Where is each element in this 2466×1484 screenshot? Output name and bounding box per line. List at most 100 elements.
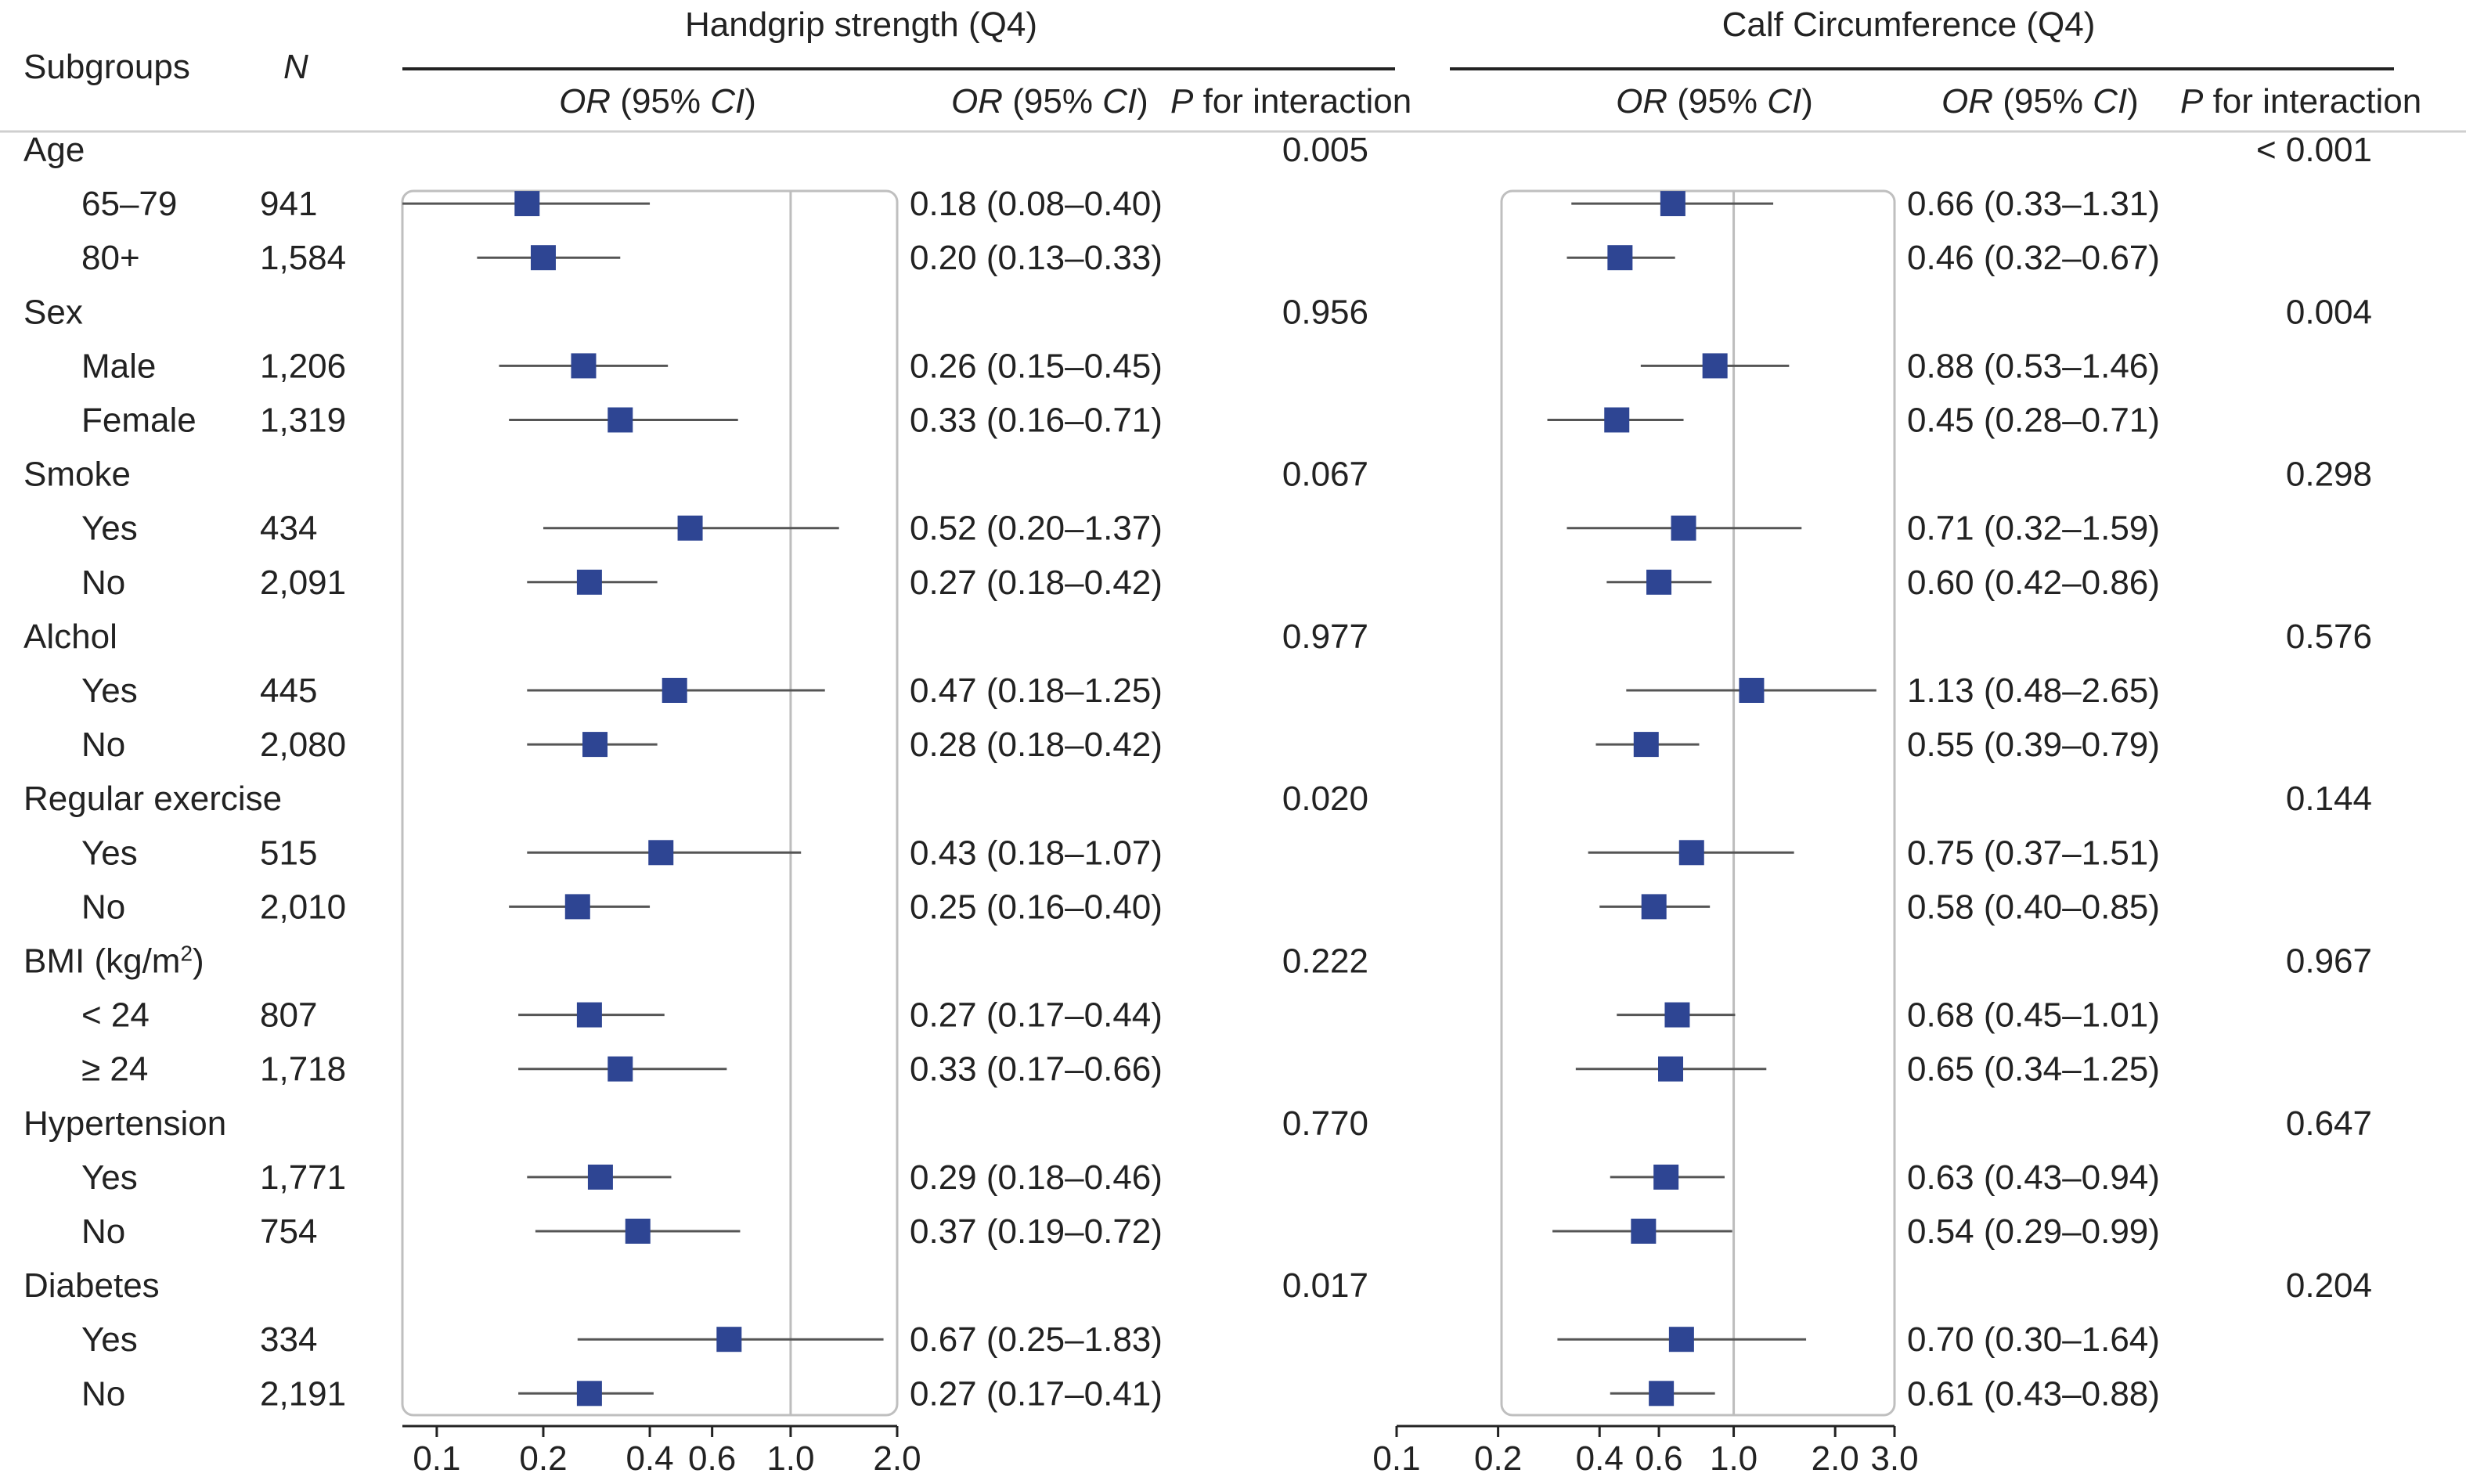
calf-or-ci-text: 0.54 (0.29–0.99) [1907, 1212, 2160, 1251]
calf-or-ci-text: 0.70 (0.30–1.64) [1907, 1320, 2160, 1359]
group-label: Diabetes [23, 1266, 160, 1305]
handgrip-or-column-header: OR (95% CI) [951, 82, 1148, 121]
calf-or-marker [1660, 191, 1685, 217]
calf-or-marker [1631, 1219, 1657, 1244]
subgroup-label: Yes [81, 1320, 138, 1359]
handgrip-or-ci-text: 0.27 (0.17–0.41) [910, 1374, 1163, 1413]
calf-or-marker [1671, 515, 1696, 541]
calf-or-ci-text: 0.66 (0.33–1.31) [1907, 185, 2160, 223]
calf-x-tick-label: 0.4 [1576, 1439, 1624, 1478]
calf-x-tick-label: 3.0 [1870, 1439, 1918, 1478]
group-label: Hypertension [23, 1104, 226, 1143]
handgrip-p-interaction: 0.222 [1282, 942, 1368, 981]
handgrip-or-marker [587, 1164, 613, 1190]
calf-plot-frame [1500, 189, 1896, 1417]
calf-or-marker [1658, 1056, 1684, 1082]
n-value: 1,584 [260, 239, 346, 277]
calf-x-tick-label: 0.6 [1635, 1439, 1682, 1478]
calf-or-marker [1641, 894, 1667, 920]
handgrip-p-interaction: 0.067 [1282, 456, 1368, 494]
group-label: Age [23, 131, 85, 169]
handgrip-x-tick-label: 2.0 [873, 1439, 921, 1478]
handgrip-p-interaction: 0.020 [1282, 780, 1368, 818]
calf-or-ci-text: 0.63 (0.43–0.94) [1907, 1158, 2160, 1197]
calf-or-marker [1702, 353, 1728, 379]
calf-panel-title: Calf Circumference (Q4) [1722, 5, 2096, 44]
calf-or-ci-text: 1.13 (0.48–2.65) [1907, 672, 2160, 710]
subgroup-label: 80+ [81, 239, 140, 277]
calf-x-tick-label: 0.2 [1474, 1439, 1522, 1478]
handgrip-or-ci-text: 0.27 (0.17–0.44) [910, 996, 1163, 1035]
handgrip-panel: Handgrip strength (Q4) OR (95% CI) OR (95%… [401, 5, 1411, 1478]
subgroup-label: No [81, 726, 125, 764]
handgrip-or-ci-text: 0.26 (0.15–0.45) [910, 347, 1163, 385]
n-value: 2,080 [260, 726, 346, 764]
n-value: 445 [260, 672, 317, 710]
calf-p-interaction: 0.576 [2286, 618, 2372, 656]
calf-p-interaction: 0.144 [2286, 780, 2372, 818]
handgrip-or-ci-text: 0.33 (0.16–0.71) [910, 402, 1163, 440]
handgrip-p-interaction: 0.977 [1282, 618, 1368, 656]
handgrip-or-marker [564, 894, 590, 920]
calf-x-tick-label: 2.0 [1812, 1439, 1859, 1478]
subgroup-label: Yes [81, 510, 138, 548]
handgrip-panel-title: Handgrip strength (Q4) [685, 5, 1037, 44]
n-value: 941 [260, 185, 317, 223]
n-value: 1,319 [260, 402, 346, 440]
handgrip-or-ci-text: 0.33 (0.17–0.66) [910, 1050, 1163, 1089]
subgroup-label: No [81, 1374, 125, 1413]
handgrip-plot-frame [401, 189, 899, 1417]
handgrip-or-marker [582, 732, 608, 758]
handgrip-or-ci-text: 0.37 (0.19–0.72) [910, 1212, 1163, 1251]
subgroup-label: Female [81, 402, 196, 440]
calf-or-marker [1739, 678, 1765, 703]
calf-or-marker [1649, 1381, 1675, 1407]
calf-or-column-header: OR (95% CI) [1941, 82, 2139, 121]
handgrip-or-marker [576, 1381, 602, 1407]
calf-p-interaction: 0.967 [2286, 942, 2372, 981]
handgrip-or-ci-text: 0.67 (0.25–1.83) [910, 1320, 1163, 1359]
handgrip-or-ci-text: 0.28 (0.18–0.42) [910, 726, 1163, 764]
handgrip-or-marker [530, 245, 556, 271]
handgrip-p-interaction: 0.956 [1282, 293, 1368, 331]
group-label: BMI (kg/m2) [23, 941, 204, 981]
handgrip-or-ci-text: 0.20 (0.13–0.33) [910, 239, 1163, 277]
header-row: Subgroups N [0, 48, 2466, 133]
calf-or-marker [1653, 1164, 1679, 1190]
handgrip-or-ci-text: 0.25 (0.16–0.40) [910, 888, 1163, 926]
handgrip-or-ci-text: 0.52 (0.20–1.37) [910, 510, 1163, 548]
handgrip-x-tick-label: 0.2 [519, 1439, 567, 1478]
subgroup-label: Yes [81, 834, 138, 872]
calf-p-interaction: 0.004 [2286, 293, 2372, 331]
calf-or-marker [1633, 732, 1659, 758]
handgrip-or-marker [571, 353, 597, 379]
handgrip-or-ci-text: 0.43 (0.18–1.07) [910, 834, 1163, 872]
handgrip-or-marker [677, 515, 703, 541]
handgrip-or-marker [576, 1002, 602, 1028]
calf-p-interaction: 0.204 [2286, 1266, 2372, 1305]
calf-or-ci-text: 0.45 (0.28–0.71) [1907, 402, 2160, 440]
handgrip-or-marker [607, 407, 633, 433]
n-value: 434 [260, 510, 317, 548]
subgroup-label: < 24 [81, 996, 150, 1035]
handgrip-p-interaction: 0.017 [1282, 1266, 1368, 1305]
handgrip-or-ci-text: 0.47 (0.18–1.25) [910, 672, 1163, 710]
n-value: 807 [260, 996, 317, 1035]
row-labels: Age 65–79 941 80+ 1,584 Sex Male 1,206 Female 1,3… [23, 131, 346, 1413]
calf-x-tick-label: 1.0 [1710, 1439, 1758, 1478]
handgrip-or-marker [716, 1327, 742, 1353]
calf-or-ci-text: 0.58 (0.40–0.85) [1907, 888, 2160, 926]
calf-or-marker [1678, 840, 1704, 866]
subgroup-label: ≥ 24 [81, 1050, 148, 1089]
handgrip-or-ci-text: 0.27 (0.18–0.42) [910, 564, 1163, 602]
calf-x-tick-label: 0.1 [1372, 1439, 1420, 1478]
n-value: 1,771 [260, 1158, 346, 1197]
n-value: 2,091 [260, 564, 346, 602]
handgrip-or-marker [648, 840, 674, 866]
calf-p-interaction: 0.298 [2286, 456, 2372, 494]
handgrip-or-axis-header: OR (95% CI) [559, 82, 756, 121]
handgrip-p-interaction: 0.770 [1282, 1104, 1368, 1143]
handgrip-or-marker [576, 569, 602, 595]
subgroup-label: Yes [81, 1158, 138, 1197]
